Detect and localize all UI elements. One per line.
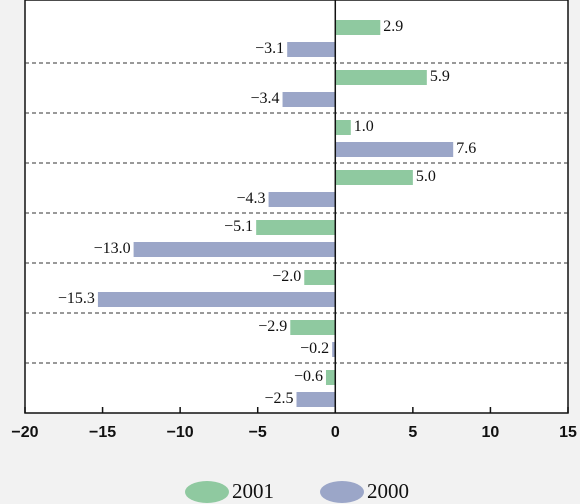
bar <box>296 392 336 407</box>
value-label: −0.2 <box>300 340 329 357</box>
value-label: −4.3 <box>237 190 266 207</box>
bar <box>268 192 336 207</box>
value-label: −2.9 <box>258 318 287 335</box>
legend-label: 2000 <box>367 479 409 503</box>
bar <box>304 270 336 285</box>
value-label: 1.0 <box>354 118 374 135</box>
value-label: −15.3 <box>58 290 95 307</box>
bar <box>282 92 336 107</box>
value-label: −0.6 <box>294 368 323 385</box>
value-label: 7.6 <box>456 140 476 157</box>
bar <box>335 120 351 135</box>
value-label: −2.5 <box>264 390 293 407</box>
legend-swatch <box>320 481 364 503</box>
legend-swatch <box>185 481 229 503</box>
value-label: 5.0 <box>416 168 436 185</box>
x-tick-label: 15 <box>559 424 577 441</box>
value-label: 5.9 <box>430 68 450 85</box>
bar <box>325 370 336 385</box>
bar <box>290 320 336 335</box>
value-label: −2.0 <box>272 268 301 285</box>
x-tick-label: −5 <box>249 424 267 441</box>
x-tick-label: −15 <box>89 424 116 441</box>
bar <box>287 42 336 57</box>
bar <box>133 242 336 257</box>
value-label: −3.4 <box>251 90 280 107</box>
bar <box>335 70 427 85</box>
x-tick-label: −10 <box>167 424 194 441</box>
x-tick-label: −20 <box>11 424 38 441</box>
bar <box>335 20 381 35</box>
x-tick-label: 0 <box>331 424 340 441</box>
bar <box>332 342 336 357</box>
value-label: −5.1 <box>224 218 253 235</box>
bar <box>97 292 336 307</box>
value-label: −3.1 <box>255 40 284 57</box>
bar <box>256 220 336 235</box>
bar <box>335 142 454 157</box>
x-tick-label: 10 <box>482 424 500 441</box>
value-label: 2.9 <box>383 18 403 35</box>
x-tick-label: 5 <box>408 424 417 441</box>
legend-label: 2001 <box>232 479 274 503</box>
bar <box>335 170 413 185</box>
value-label: −13.0 <box>94 240 131 257</box>
